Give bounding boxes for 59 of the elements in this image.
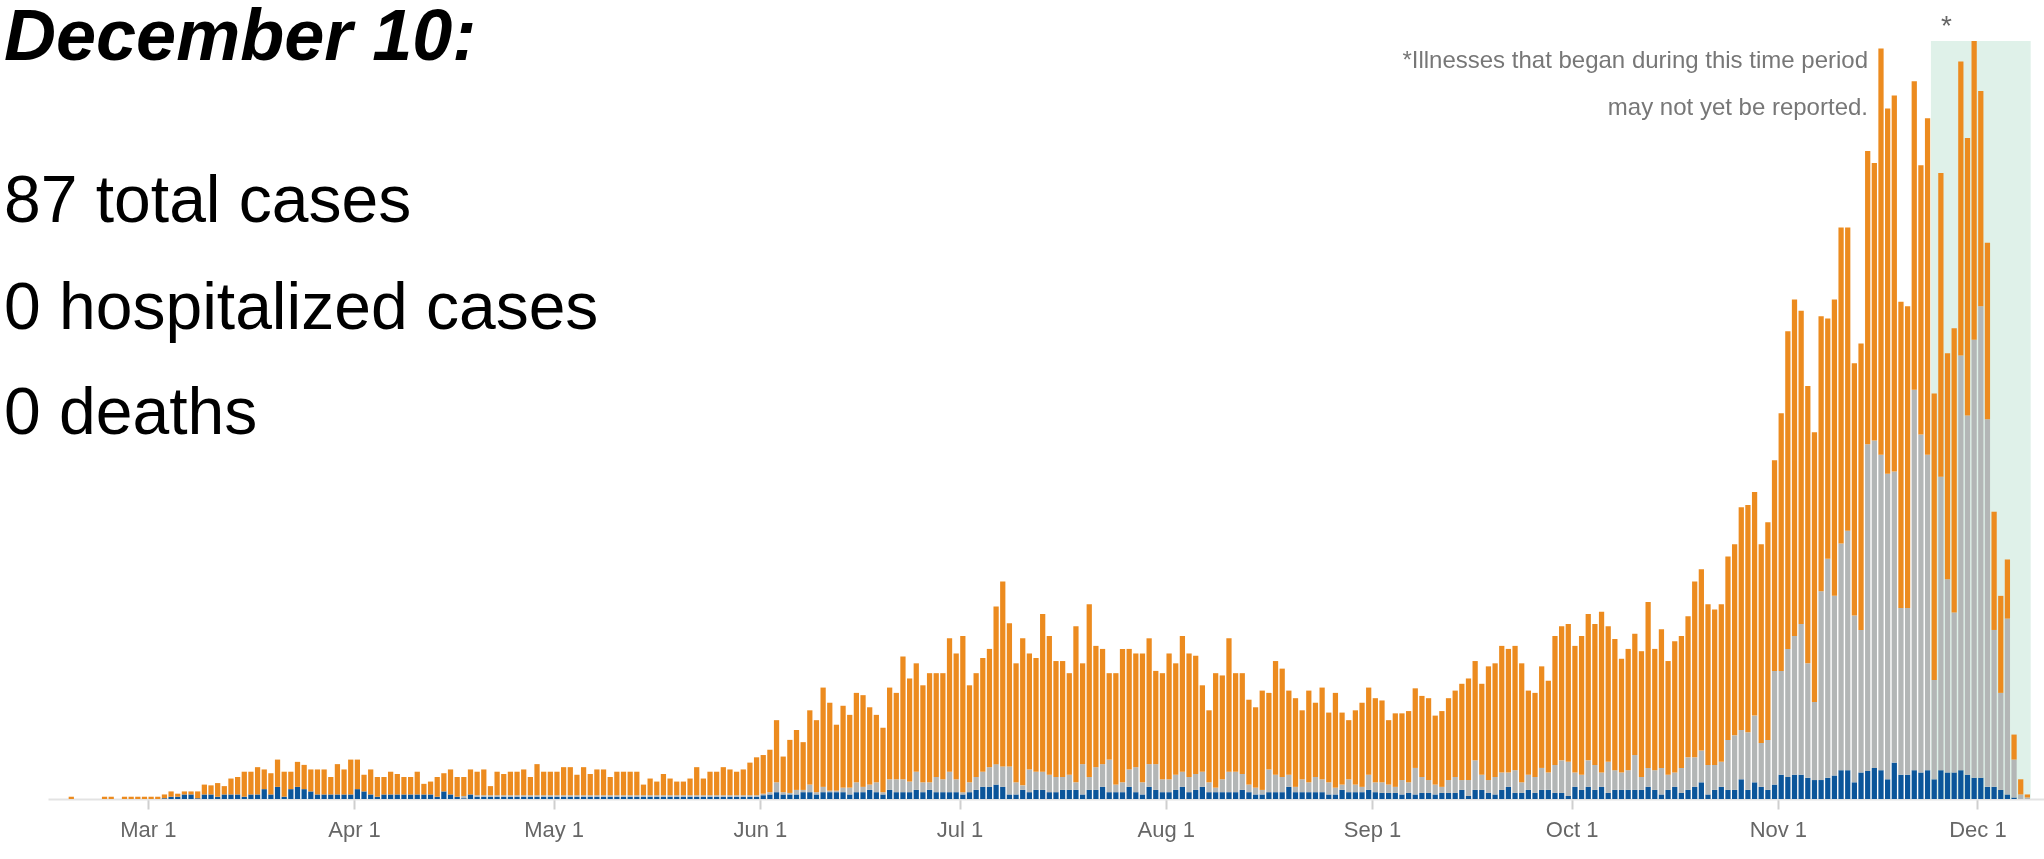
bar bbox=[1984, 242, 1991, 420]
x-tick-label: Oct 1 bbox=[1545, 816, 1599, 842]
bar bbox=[1465, 795, 1472, 799]
bar bbox=[773, 782, 780, 793]
x-tick-label: Sep 1 bbox=[1343, 816, 1402, 842]
bar bbox=[1139, 653, 1146, 783]
bar bbox=[2011, 734, 2017, 760]
bar bbox=[2018, 779, 2024, 795]
bar bbox=[873, 782, 879, 793]
bar bbox=[1964, 774, 1971, 799]
bar bbox=[1638, 777, 1645, 790]
x-tick-label: Apr 1 bbox=[328, 816, 381, 842]
bar bbox=[966, 782, 973, 793]
bar bbox=[1964, 138, 1971, 416]
annotation: 87 total cases bbox=[4, 162, 412, 236]
x-tick-label: Aug 1 bbox=[1137, 816, 1196, 842]
bar bbox=[1119, 782, 1126, 793]
bar bbox=[294, 786, 301, 799]
bar bbox=[1964, 415, 1971, 775]
bar bbox=[1638, 651, 1645, 778]
bar bbox=[1791, 636, 1798, 775]
annotation: 0 deaths bbox=[4, 374, 258, 448]
bar bbox=[966, 685, 973, 783]
bar bbox=[793, 730, 800, 790]
bar bbox=[1465, 780, 1472, 796]
bar bbox=[467, 794, 474, 799]
bar bbox=[887, 779, 893, 790]
bar bbox=[1139, 794, 1146, 799]
x-tick-label: Dec 1 bbox=[1949, 816, 2007, 842]
bar bbox=[1292, 698, 1299, 787]
x-tick-label: Mar 1 bbox=[120, 816, 177, 842]
x-tick-label: Nov 1 bbox=[1749, 816, 1808, 842]
x-tick-label: Jul 1 bbox=[936, 816, 984, 842]
bar bbox=[966, 792, 973, 799]
bar bbox=[467, 769, 474, 795]
x-tick-label: May 1 bbox=[524, 816, 585, 842]
bar bbox=[2004, 559, 2011, 619]
annotation: 0 hospitalized cases bbox=[4, 269, 599, 343]
bar bbox=[1119, 648, 1126, 783]
bar bbox=[793, 794, 800, 799]
bar bbox=[767, 792, 773, 795]
bar bbox=[1465, 678, 1472, 781]
bar bbox=[1638, 789, 1645, 799]
bar bbox=[1292, 792, 1299, 799]
bar bbox=[1791, 774, 1798, 799]
bar bbox=[953, 779, 959, 793]
bar bbox=[1618, 772, 1625, 790]
band-label: * bbox=[1940, 10, 1952, 41]
bar bbox=[294, 761, 301, 787]
x-tick-label: Jun 1 bbox=[733, 816, 788, 842]
bar bbox=[1791, 299, 1798, 637]
bar bbox=[620, 771, 627, 796]
chart-title: December 10: bbox=[4, 0, 477, 76]
bar bbox=[1618, 658, 1625, 773]
bar bbox=[1139, 782, 1146, 795]
bar bbox=[1119, 792, 1126, 799]
bar bbox=[1618, 789, 1625, 799]
annotation: *Illnesses that began during this time period may not yet be reported. bbox=[1401, 45, 1868, 122]
bar bbox=[880, 792, 886, 795]
